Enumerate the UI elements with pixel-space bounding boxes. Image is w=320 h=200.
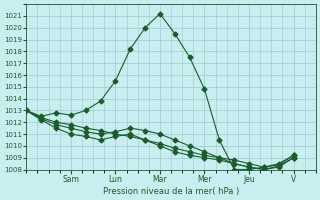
X-axis label: Pression niveau de la mer( hPa ): Pression niveau de la mer( hPa ) xyxy=(103,187,239,196)
